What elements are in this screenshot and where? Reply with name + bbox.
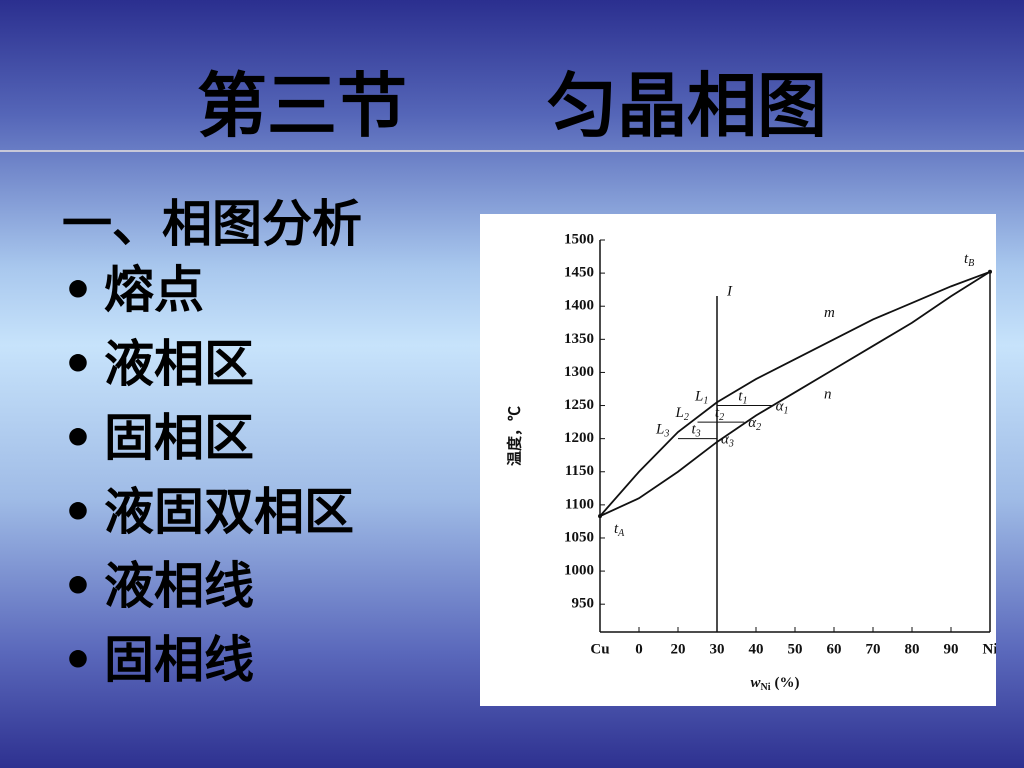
tie-label-sub: 2 (719, 412, 724, 423)
melting-point-label: tA (614, 522, 625, 540)
y-tick-label: 1350 (564, 331, 594, 347)
tie-label: t3 (692, 422, 701, 440)
bullet: 液相区 (62, 332, 354, 406)
bullet: 熔点 (62, 258, 354, 332)
melting-point-label-main: t (614, 522, 619, 538)
x-tick-label: 80 (905, 641, 920, 657)
x-tick-label: Cu (590, 641, 609, 657)
liquid-label-sub: 3 (663, 429, 669, 440)
bullet: 固相区 (62, 406, 354, 480)
x-label-unit: (%) (775, 675, 800, 691)
liquid-label-sub: 1 (703, 396, 708, 407)
curve-label: n (824, 387, 832, 403)
y-tick-label: 1400 (564, 298, 594, 314)
x-label-sub: Ni (761, 682, 771, 693)
x-tick-label: 50 (788, 641, 803, 657)
bullet: 液固双相区 (62, 480, 354, 554)
x-tick-label: 30 (710, 641, 725, 657)
solid-label: α3 (721, 432, 734, 450)
y-axis-label: 温度，℃ (505, 406, 523, 466)
liquid-label-main: L (694, 389, 703, 405)
x-tick-label: 70 (866, 641, 881, 657)
x-tick-label: 20 (671, 641, 686, 657)
solid-label-sub: 2 (756, 422, 761, 433)
tie-label-main: t (738, 389, 743, 405)
y-tick-label: 1000 (564, 563, 594, 579)
x-tick-label: 60 (827, 641, 842, 657)
liquid-label: L1 (694, 389, 708, 407)
melting-point-label-main: t (964, 251, 969, 267)
x-label-main: w (750, 675, 761, 691)
x-tick-label: 40 (749, 641, 764, 657)
liquid-label-main: L (675, 406, 684, 422)
y-tick-label: 1200 (564, 430, 594, 446)
y-tick-label: 1250 (564, 397, 594, 413)
tie-label-main: t (692, 422, 697, 438)
x-tick-label: 90 (944, 641, 959, 657)
tie-label: t1 (738, 389, 747, 407)
y-tick-label: 1100 (565, 496, 594, 512)
curve-label: m (824, 305, 835, 321)
curve (599, 271, 991, 517)
tie-label-sub: 3 (695, 429, 701, 440)
alloy-label: I (726, 283, 733, 299)
tie-label-sub: 1 (742, 396, 747, 407)
x-tick-label: Ni (983, 641, 997, 657)
title-rule (0, 150, 1024, 152)
solid-label-sub: 3 (728, 439, 734, 450)
tie-label: t2 (715, 406, 724, 424)
y-tick-label: 1300 (564, 364, 594, 380)
x-axis-label: wNi (%) (750, 675, 799, 693)
solid-label: α1 (776, 399, 789, 417)
melting-point (988, 269, 992, 274)
bullet: 液相线 (62, 554, 354, 628)
melting-point-label-sub: B (968, 258, 974, 269)
y-tick-label: 950 (572, 596, 595, 612)
tie-label-main: t (715, 406, 720, 422)
bullet: 固相线 (62, 628, 354, 702)
melting-point-label-sub: A (617, 528, 625, 539)
melting-point-label: tB (964, 251, 974, 269)
melting-point (598, 514, 602, 519)
y-tick-label: 1500 (564, 231, 594, 247)
solid-label: α2 (748, 416, 761, 434)
slide-title: 第三节 匀晶相图 (197, 64, 827, 147)
chart: 9501000105011001150120012501300135014001… (480, 214, 996, 706)
y-tick-label: 1150 (565, 463, 594, 479)
solid-label-sub: 1 (783, 406, 788, 417)
x-tick-label: 0 (635, 641, 643, 657)
section-heading: 一、相图分析 (62, 194, 362, 253)
liquid-label-main: L (655, 422, 664, 438)
solid-label-main: α (748, 416, 757, 432)
curve (599, 270, 991, 517)
y-tick-label: 1450 (564, 265, 594, 281)
solid-label-main: α (721, 432, 730, 448)
liquid-label: L2 (675, 406, 689, 424)
bullet-list: 熔点液相区固相区液固双相区液相线固相线 (62, 258, 354, 702)
liquid-label: L3 (655, 422, 669, 440)
solid-label-main: α (776, 399, 785, 415)
liquid-label-sub: 2 (684, 412, 689, 423)
y-tick-label: 1050 (564, 529, 594, 545)
